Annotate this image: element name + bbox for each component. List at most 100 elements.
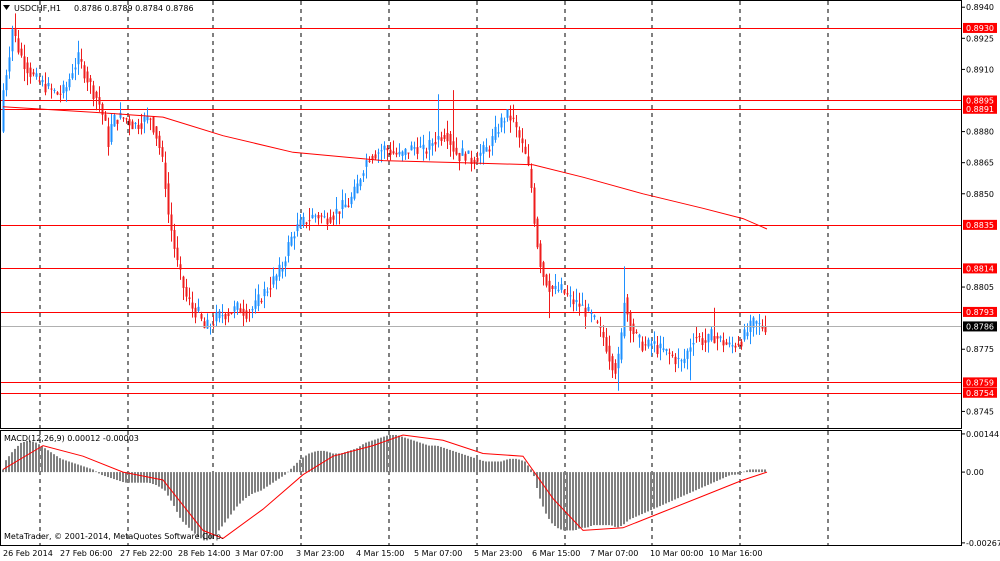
- candle-body: [365, 160, 368, 167]
- candle-body: [119, 112, 122, 118]
- macd-bar: [419, 442, 421, 473]
- candle-body: [656, 345, 659, 355]
- candle-body: [596, 321, 599, 323]
- candle-body: [389, 149, 392, 155]
- candle-body: [227, 313, 230, 317]
- macd-bar: [254, 472, 256, 493]
- macd-bar: [656, 472, 658, 508]
- candle-body: [284, 261, 287, 267]
- macd-bar: [554, 472, 556, 526]
- macd-bar: [497, 461, 499, 473]
- candle-body: [224, 313, 227, 320]
- macd-bar: [83, 466, 85, 473]
- macd-signal-line: [2, 434, 768, 539]
- candle-body: [17, 38, 20, 53]
- candle-body: [404, 148, 407, 155]
- candle-body: [245, 310, 248, 319]
- time-tick-label: 10 Mar 00:00: [650, 549, 703, 558]
- macd-bar: [632, 472, 634, 519]
- candle-body: [251, 308, 254, 311]
- macd-bar: [32, 441, 34, 473]
- dropdown-triangle-icon[interactable]: [3, 5, 10, 10]
- candle-body: [563, 290, 566, 294]
- level-price-label: 0.8895: [966, 96, 994, 105]
- candle-body: [299, 219, 302, 228]
- macd-bar: [74, 463, 76, 473]
- candle-body: [203, 321, 206, 329]
- macd-bar: [35, 442, 37, 473]
- macd-bar: [368, 441, 370, 473]
- price-tick-label: 0.8865: [966, 159, 994, 168]
- candle-body: [434, 141, 437, 145]
- macd-bar: [170, 472, 172, 501]
- macd-bar: [596, 472, 598, 526]
- macd-bar: [587, 472, 589, 528]
- candle-body: [701, 338, 704, 346]
- candle-body: [359, 179, 362, 187]
- candle-body: [494, 126, 497, 140]
- candle-body: [62, 84, 65, 94]
- macd-bar: [710, 472, 712, 484]
- candle-body: [125, 118, 128, 120]
- macd-bar: [107, 472, 109, 478]
- macd-bar: [623, 472, 625, 525]
- macd-bar: [236, 472, 238, 507]
- level-lines: [1, 28, 961, 394]
- candle-body: [614, 363, 617, 374]
- macd-bar: [725, 472, 727, 477]
- time-tick-label: 3 Mar 07:00: [235, 549, 283, 558]
- candle-body: [188, 297, 191, 299]
- candle-body: [491, 136, 494, 147]
- candle-body: [305, 222, 308, 224]
- macd-bar: [68, 461, 70, 473]
- candle-body: [743, 329, 746, 340]
- macd-bar: [458, 452, 460, 473]
- macd-bar: [329, 452, 331, 473]
- price-tick-label: 0.8745: [966, 407, 994, 416]
- candle-body: [620, 332, 623, 360]
- candle-body: [326, 218, 329, 225]
- candle-body: [86, 71, 89, 83]
- macd-bar: [461, 453, 463, 473]
- macd-bar: [662, 472, 664, 505]
- macd-bar: [533, 472, 535, 477]
- macd-bar: [125, 472, 127, 483]
- candle-body: [356, 183, 359, 194]
- candle-body: [317, 215, 320, 219]
- macd-bar: [605, 472, 607, 526]
- macd-bar: [266, 472, 268, 487]
- macd-bar: [305, 455, 307, 473]
- macd-bar: [131, 472, 133, 483]
- macd-bar: [5, 460, 7, 473]
- macd-tick-label: 0.00144: [966, 430, 999, 439]
- macd-bar: [197, 472, 199, 537]
- macd-bar: [599, 472, 601, 526]
- watermark: MetaTrader, © 2001-2014, MetaQuotes Soft…: [4, 532, 223, 541]
- candle-body: [713, 336, 716, 344]
- macd-bar: [677, 472, 679, 499]
- candle-body: [218, 311, 221, 319]
- candle-body: [680, 360, 683, 362]
- candle-body: [71, 73, 74, 79]
- macd-bar: [713, 472, 715, 483]
- macd-bar: [371, 440, 373, 473]
- macd-bar: [137, 472, 139, 483]
- macd-bar: [695, 472, 697, 491]
- candle-body: [215, 312, 218, 322]
- candle-body: [290, 236, 293, 246]
- candle-body: [485, 147, 488, 152]
- candle-body: [137, 124, 140, 129]
- candle-body: [575, 299, 578, 303]
- price-tick-label: 0.8940: [966, 3, 994, 12]
- macd-bar: [578, 472, 580, 529]
- macd-bar: [593, 472, 595, 526]
- candle-body: [458, 153, 461, 162]
- time-tick-label: 28 Feb 14:00: [178, 549, 230, 558]
- candle-body: [233, 306, 236, 312]
- macd-bar: [407, 438, 409, 473]
- macd-bar: [584, 472, 586, 528]
- macd-bar: [659, 472, 661, 507]
- macd-bar: [692, 472, 694, 492]
- candle-body: [260, 300, 263, 303]
